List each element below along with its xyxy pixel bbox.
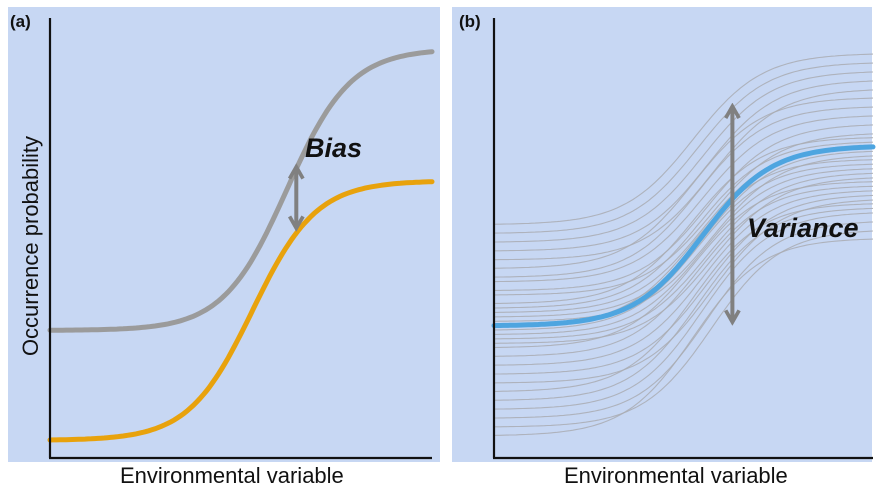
ensemble-curve — [494, 168, 874, 335]
ensemble-curve — [494, 89, 874, 261]
ensemble-curve — [493, 172, 874, 340]
true-response-curve — [47, 49, 435, 333]
ensemble-curve — [494, 155, 874, 322]
ensemble-curve — [494, 80, 874, 252]
ensemble-curve — [494, 115, 874, 283]
ensemble-curve — [493, 181, 874, 349]
ensemble-curve — [493, 141, 874, 309]
ensemble-curve — [494, 133, 874, 296]
bias-annotation: Bias — [305, 133, 363, 163]
mean-curve — [491, 144, 876, 329]
panel-b-letter: (b) — [459, 12, 481, 31]
panel-b-background — [452, 7, 872, 462]
ensemble-curve — [494, 71, 874, 243]
ensemble-curve — [494, 185, 874, 357]
ensemble-curve — [494, 177, 874, 344]
ensemble-curve — [493, 163, 874, 331]
ensemble-curve — [494, 194, 874, 375]
ensemble-curve — [494, 230, 874, 428]
ensemble-curve — [494, 212, 874, 410]
ensemble-curve — [493, 207, 874, 401]
ensemble-curve — [494, 62, 874, 234]
ensemble-curve — [493, 124, 874, 292]
panel-b-x-axis-label: Environmental variable — [564, 463, 788, 488]
y-axis-label: Occurrence probability — [18, 135, 43, 357]
ensemble-curve — [493, 190, 874, 366]
estimated-response-curve — [47, 179, 435, 443]
panel-a-letter: (a) — [10, 12, 31, 31]
ensemble-curve — [493, 53, 874, 225]
ensemble-curve — [493, 137, 874, 305]
ensemble-curve — [493, 97, 874, 269]
variance-annotation: Variance — [747, 213, 859, 243]
panel-a-x-axis-label: Environmental variable — [120, 463, 344, 488]
ensemble-curve — [494, 203, 874, 392]
panel-a-background — [8, 7, 440, 462]
ensemble-curve — [494, 106, 874, 278]
ensemble-curve — [493, 238, 874, 436]
